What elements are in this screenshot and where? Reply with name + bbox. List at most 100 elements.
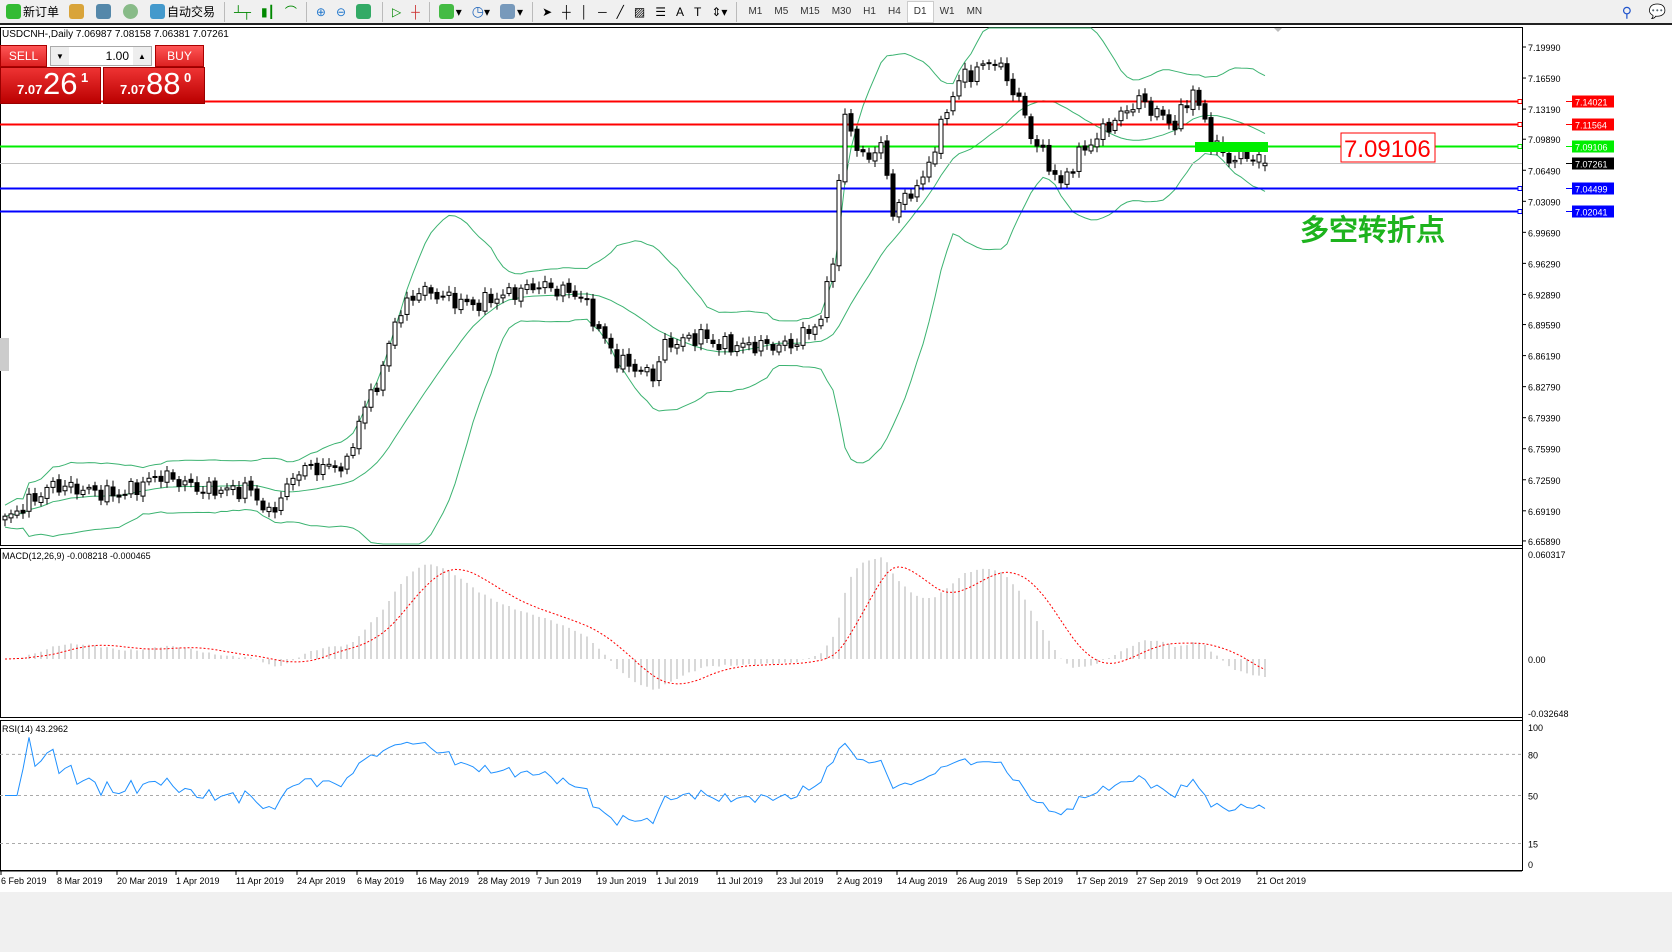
candle-bear <box>1022 95 1028 116</box>
timeframe-d1[interactable]: D1 <box>906 0 934 23</box>
candle-bull <box>584 298 590 301</box>
candle-bear <box>530 283 536 291</box>
timeframe-w1[interactable]: W1 <box>939 6 955 17</box>
chart-shift-button[interactable]: ┼ <box>407 1 424 23</box>
timeframe-mn[interactable]: MN <box>966 6 983 17</box>
price-label-bg <box>1572 182 1614 195</box>
lot-input[interactable]: 1.00 <box>105 49 129 63</box>
auto-trading-label: 自动交易 <box>167 5 216 19</box>
decrease-lot-icon[interactable]: ▼ <box>51 47 69 65</box>
candle-bear <box>1142 93 1148 103</box>
rsi-line <box>5 737 1266 827</box>
new-order-button[interactable]: 新订单 <box>2 1 63 23</box>
date-tick-label: 16 May 2019 <box>417 876 469 886</box>
signals-button[interactable] <box>119 1 144 23</box>
trendline-button[interactable]: ╱ <box>613 1 628 23</box>
candle-bull <box>836 179 842 267</box>
sell-price[interactable]: 7.07 26 1 <box>0 66 101 104</box>
pane-frame <box>0 720 1523 871</box>
buy-price-fraction: 0 <box>184 70 192 85</box>
chat-icon[interactable]: 💬 <box>1648 3 1666 19</box>
candle-bull <box>1124 110 1130 114</box>
candle-bear <box>248 480 254 491</box>
auto-trading-icon <box>150 4 166 19</box>
timeframe-m1[interactable]: M1 <box>748 6 763 17</box>
candle-bull <box>746 342 752 346</box>
terminal-button[interactable] <box>92 1 117 23</box>
price-tick-label: 7.06490 <box>1528 166 1561 176</box>
candle-bull <box>698 329 704 345</box>
candle-bear <box>272 507 278 513</box>
buy-price-prefix: 7.07 <box>120 82 146 97</box>
timeframe-h1[interactable]: H1 <box>863 6 876 17</box>
candle-bull <box>386 342 392 367</box>
candle-bear <box>1070 171 1076 174</box>
candle-bull <box>902 192 908 205</box>
candle-bull <box>1064 171 1070 185</box>
timeframe-h4[interactable]: H4 <box>887 6 901 17</box>
cursor-button[interactable]: ➤ <box>538 1 556 23</box>
text-label-button[interactable]: T <box>690 1 705 23</box>
bar-chart-button[interactable]: ┴┬ <box>230 1 255 23</box>
crosshair-button[interactable]: ┼ <box>558 1 575 23</box>
auto-trading-button[interactable]: 自动交易 <box>146 1 219 23</box>
date-tick-label: 11 Jul 2019 <box>717 876 763 886</box>
lot-stepper[interactable]: ▼ 1.00 ▲ <box>50 46 152 66</box>
price-tick-label: 6.65890 <box>1528 537 1561 547</box>
channel-button[interactable]: ▨ <box>630 1 649 23</box>
history-button[interactable] <box>65 1 90 23</box>
candle-bull <box>200 491 206 494</box>
candle-bear <box>1010 78 1016 96</box>
candle-bull <box>362 406 368 424</box>
price-tick-label: 6.75990 <box>1528 445 1561 455</box>
sell-price-fraction: 1 <box>81 70 89 85</box>
candle-bull <box>896 202 902 218</box>
candle-bear <box>1160 109 1166 116</box>
horizontal-line-button[interactable]: ─ <box>594 1 611 23</box>
timeframe-m5[interactable]: M5 <box>774 6 789 17</box>
tile-windows-button[interactable] <box>352 1 377 23</box>
candle-chart-button[interactable]: ▮┃ <box>257 1 279 23</box>
candle-bull <box>776 344 782 353</box>
increase-lot-icon[interactable]: ▲ <box>133 47 151 65</box>
candle-icon: ▮┃ <box>261 4 275 19</box>
macd-tick-label: 0.00 <box>1528 655 1546 665</box>
candle-bull <box>1214 140 1220 150</box>
autoscroll-button[interactable]: ▷ <box>388 1 405 23</box>
divider <box>428 1 430 22</box>
search-icon[interactable]: ⚲ <box>1621 4 1632 20</box>
candle-bear <box>254 488 260 501</box>
candle-bull <box>926 161 932 178</box>
sell-button[interactable]: SELL <box>0 45 47 67</box>
candle-bear <box>1016 92 1022 97</box>
zoom-out-button[interactable]: ⊖ <box>332 1 350 23</box>
candle-bear <box>98 489 104 501</box>
candle-bear <box>704 329 710 339</box>
candle-bull <box>14 510 20 516</box>
panel-grip[interactable] <box>0 338 9 371</box>
trendline-icon: ╱ <box>616 4 624 19</box>
text-button[interactable]: A <box>672 1 688 23</box>
candle-bear <box>1166 114 1172 124</box>
vertical-line-button[interactable]: │ <box>577 1 593 23</box>
candle-bull <box>758 340 764 352</box>
autoscroll-icon: ▷ <box>392 4 402 19</box>
macd-tick-label: -0.032648 <box>1528 709 1569 719</box>
indicators-button[interactable]: ▾ <box>435 1 466 23</box>
candle-bull <box>38 496 44 503</box>
buy-price[interactable]: 7.07 88 0 <box>103 66 205 104</box>
buy-button[interactable]: BUY <box>155 45 204 67</box>
candle-bear <box>260 500 266 511</box>
templates-button[interactable]: ▾ <box>496 1 527 23</box>
rsi-label: RSI(14) 43.2962 <box>2 724 68 734</box>
line-chart-button[interactable]: ⌒ <box>281 1 301 23</box>
date-tick-label: 17 Sep 2019 <box>1077 876 1128 886</box>
zoom-in-button[interactable]: ⊕ <box>312 1 330 23</box>
timeframe-m30[interactable]: M30 <box>831 6 852 17</box>
periods-button[interactable]: ◷ ▾ <box>471 3 491 19</box>
candle-bull <box>998 62 1004 68</box>
timeframe-m15[interactable]: M15 <box>800 6 820 17</box>
arrows-button[interactable]: ⇕▾ <box>707 1 731 23</box>
fibonacci-button[interactable]: ☰ <box>651 1 670 23</box>
